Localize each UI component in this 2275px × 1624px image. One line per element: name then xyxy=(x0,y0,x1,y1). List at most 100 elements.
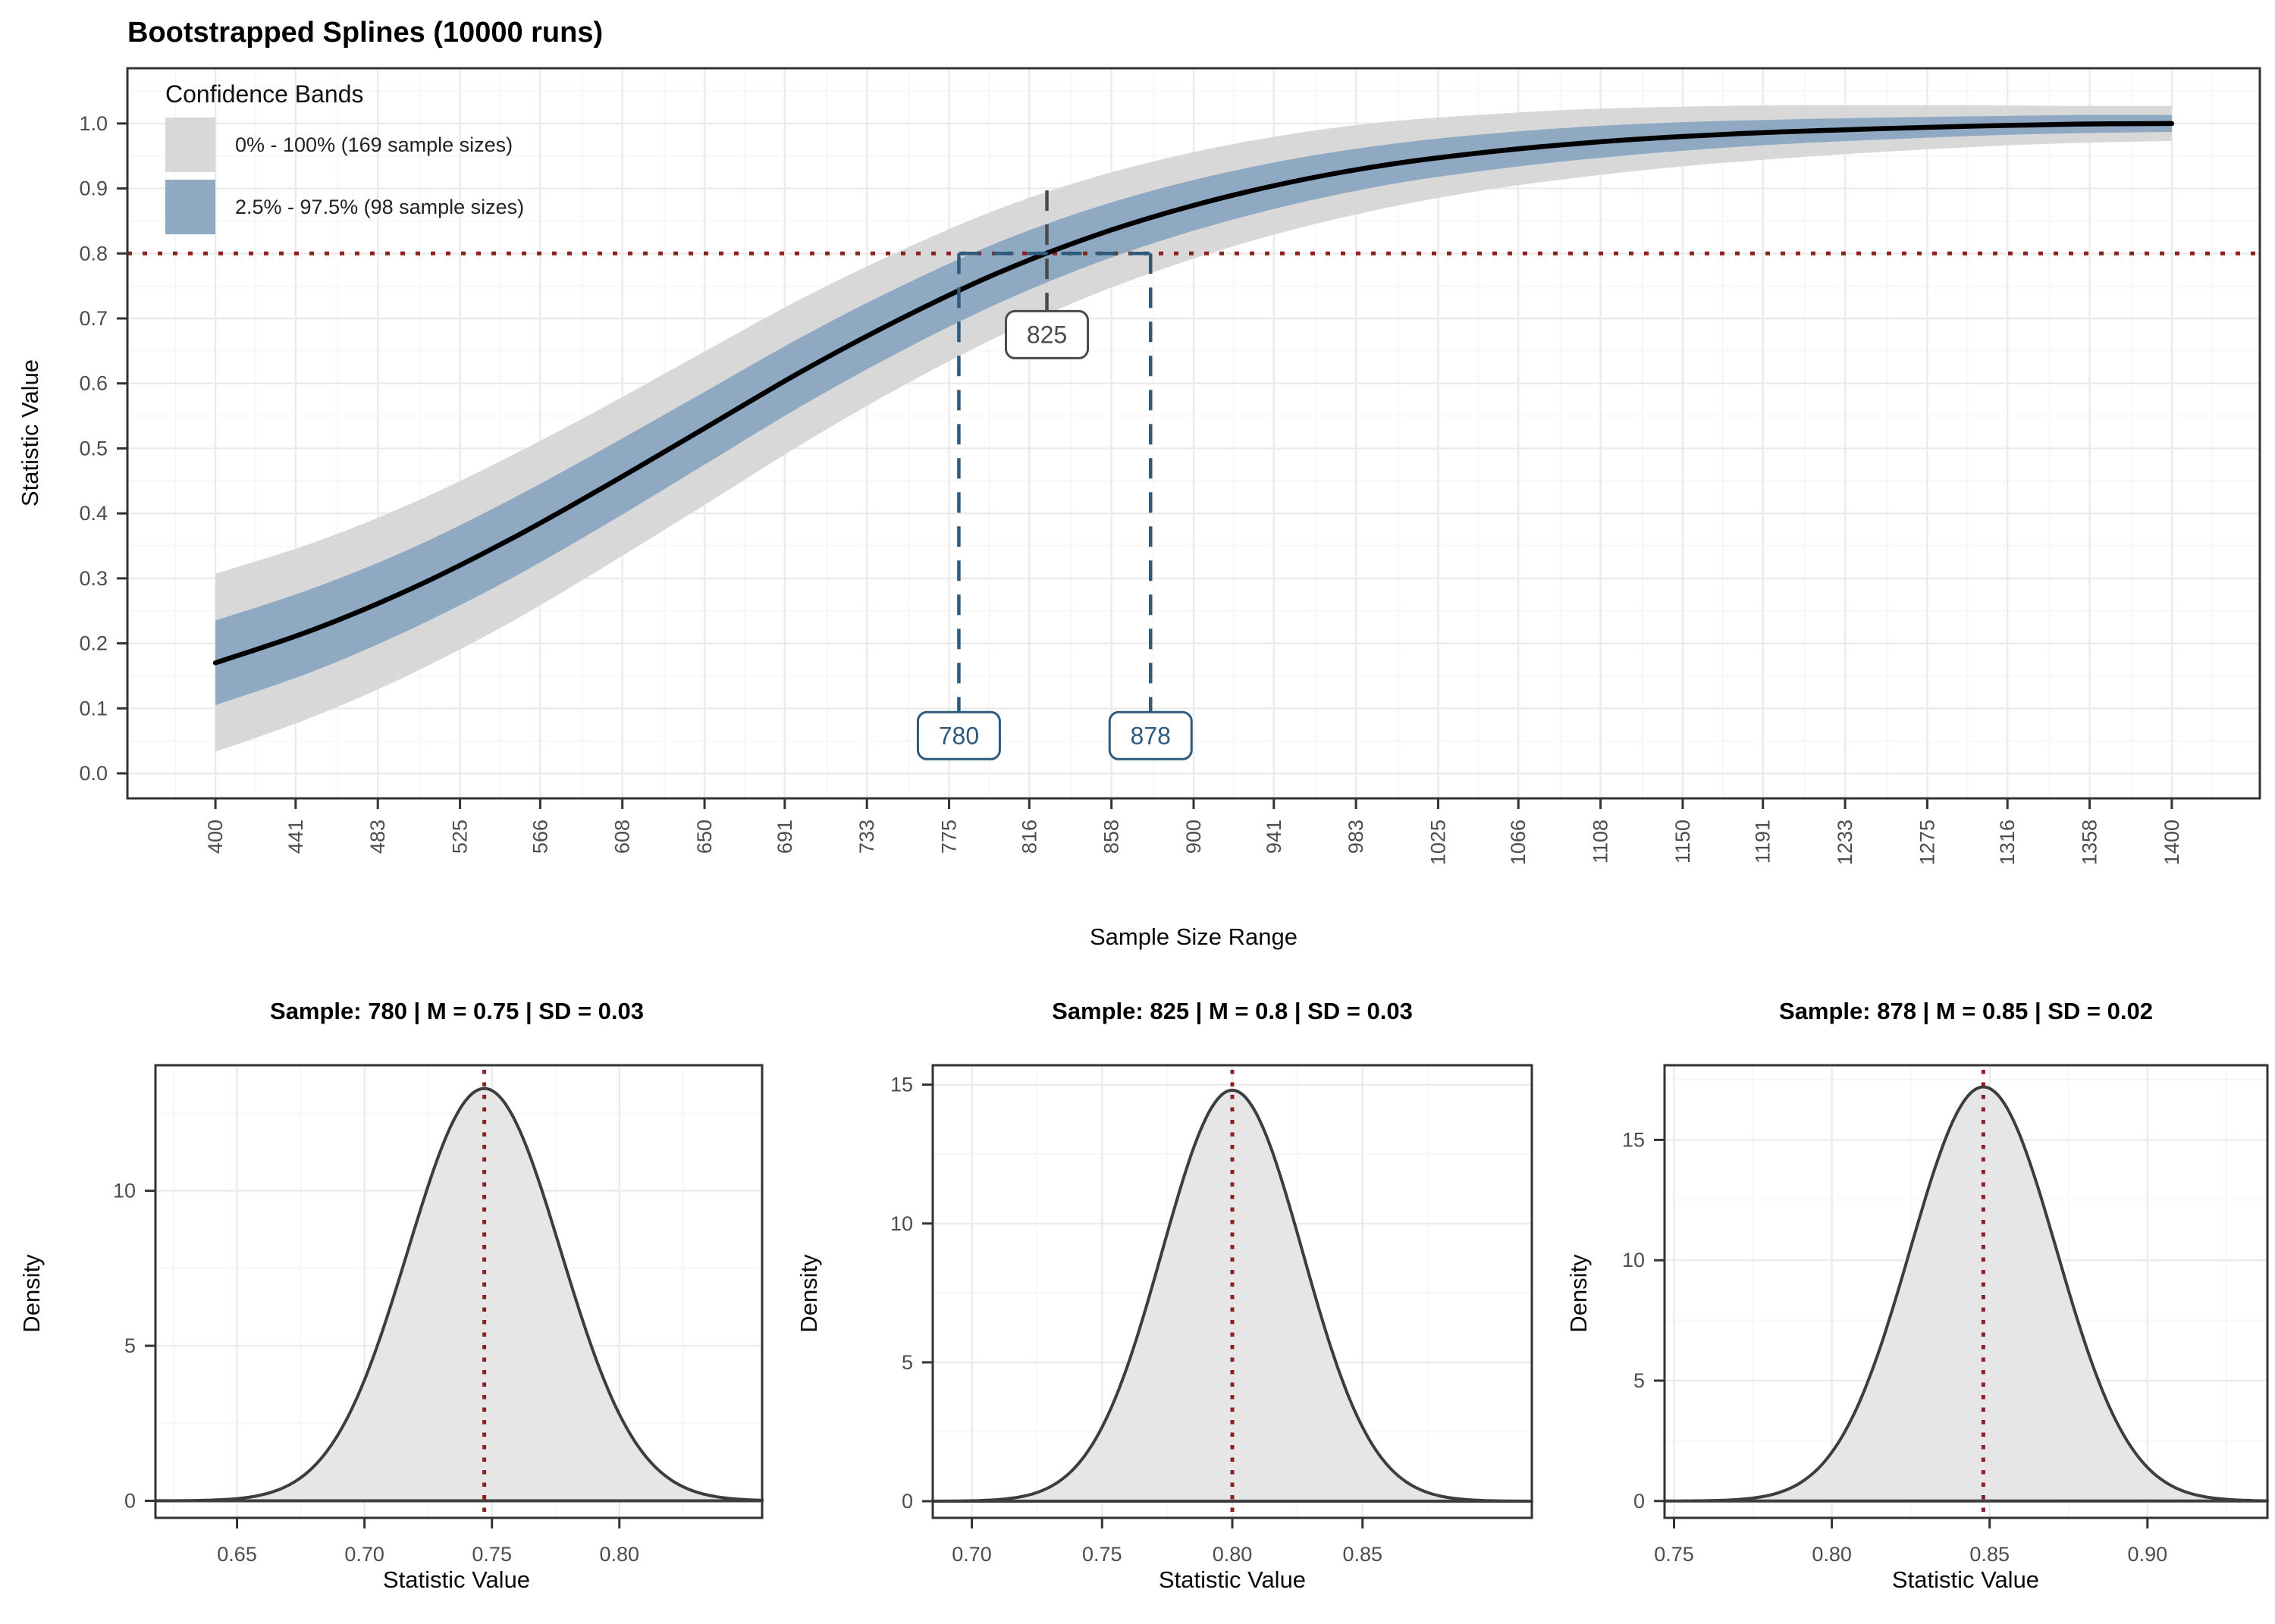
svg-text:525: 525 xyxy=(449,820,472,854)
svg-text:878: 878 xyxy=(1131,722,1171,749)
svg-text:0: 0 xyxy=(1633,1490,1645,1513)
svg-text:15: 15 xyxy=(890,1074,913,1096)
svg-text:0.0: 0.0 xyxy=(79,762,108,785)
svg-text:1108: 1108 xyxy=(1589,820,1612,864)
svg-text:1358: 1358 xyxy=(2079,820,2101,865)
svg-text:441: 441 xyxy=(284,820,307,854)
density-2-axes: 0 5 10 15 0.70 0.75 0.80 0.85 xyxy=(890,1074,1382,1566)
legend-item-ci: 2.5% - 97.5% (98 sample sizes) xyxy=(165,180,524,234)
density-2-x-axis-title: Statistic Value xyxy=(1158,1566,1307,1593)
density-3-axes: 0 5 10 15 0.75 0.80 0.85 0.90 xyxy=(1622,1128,2167,1566)
density-1-y-axis-title: Density xyxy=(18,1254,45,1333)
main-y-axis-title: Statistic Value xyxy=(17,359,43,507)
svg-text:0.7: 0.7 xyxy=(79,307,108,330)
svg-text:0.80: 0.80 xyxy=(1213,1543,1253,1566)
svg-text:10: 10 xyxy=(890,1212,913,1235)
mean-crossing-label: 825 xyxy=(1005,309,1090,359)
mean-spline-curve xyxy=(212,121,2175,666)
svg-text:5: 5 xyxy=(1633,1369,1645,1392)
density-3-curve xyxy=(1663,1085,2269,1503)
svg-text:858: 858 xyxy=(1100,820,1123,854)
svg-text:1400: 1400 xyxy=(2160,820,2183,865)
density-2-title: Sample: 825 | M = 0.8 | SD = 0.03 xyxy=(1052,998,1413,1024)
svg-text:0.65: 0.65 xyxy=(217,1543,257,1566)
svg-text:983: 983 xyxy=(1345,820,1367,854)
density-1-axes: 0 5 10 0.65 0.70 0.75 0.80 xyxy=(113,1180,639,1566)
svg-text:941: 941 xyxy=(1263,820,1285,854)
svg-text:0.75: 0.75 xyxy=(1654,1543,1694,1566)
density-3-x-axis-title: Statistic Value xyxy=(1891,1566,2040,1593)
svg-text:1316: 1316 xyxy=(1996,820,2019,865)
legend-label-range: 0% - 100% (169 sample sizes) xyxy=(235,133,513,156)
svg-text:0: 0 xyxy=(902,1490,913,1513)
svg-text:816: 816 xyxy=(1018,820,1040,854)
legend-label-ci: 2.5% - 97.5% (98 sample sizes) xyxy=(235,195,525,218)
main-x-axis-title: Sample Size Range xyxy=(1090,923,1298,950)
density-3-panel-border xyxy=(1663,1064,2269,1519)
svg-text:15: 15 xyxy=(1622,1128,1645,1151)
svg-text:0.2: 0.2 xyxy=(79,632,108,655)
svg-text:608: 608 xyxy=(611,820,634,854)
svg-text:0.4: 0.4 xyxy=(79,502,108,525)
density-1-title: Sample: 780 | M = 0.75 | SD = 0.03 xyxy=(270,998,644,1024)
density-1-curve xyxy=(154,1086,764,1503)
svg-text:10: 10 xyxy=(1622,1249,1645,1271)
svg-text:775: 775 xyxy=(938,820,961,854)
svg-text:0.80: 0.80 xyxy=(1812,1543,1852,1566)
svg-text:0.70: 0.70 xyxy=(952,1543,992,1566)
svg-text:0.5: 0.5 xyxy=(79,437,108,459)
svg-text:0.80: 0.80 xyxy=(599,1543,639,1566)
svg-text:1233: 1233 xyxy=(1834,820,1856,865)
svg-text:1150: 1150 xyxy=(1671,820,1694,864)
svg-text:0.90: 0.90 xyxy=(2128,1543,2168,1566)
svg-text:825: 825 xyxy=(1027,321,1067,348)
svg-text:5: 5 xyxy=(902,1351,913,1374)
svg-text:400: 400 xyxy=(204,820,227,854)
svg-text:483: 483 xyxy=(366,820,389,854)
svg-text:1191: 1191 xyxy=(1752,820,1774,864)
main-chart-canvas: 825 780 878 0.0 0.1 0.2 0.3 0.4 0.5 0.6 0.7 0.8 0.9 1… xyxy=(79,67,2261,865)
svg-text:1025: 1025 xyxy=(1426,820,1449,865)
svg-text:780: 780 xyxy=(939,722,979,749)
svg-text:0.8: 0.8 xyxy=(79,242,108,265)
density-1-canvas: 0 5 10 0.65 0.70 0.75 0.80 xyxy=(113,1064,764,1566)
ci-crossing-label-878: 878 xyxy=(1108,710,1193,760)
main-chart-title: Bootstrapped Splines (10000 runs) xyxy=(127,17,604,49)
svg-text:0.85: 0.85 xyxy=(1969,1543,2010,1566)
legend-swatch-blue xyxy=(165,180,215,234)
svg-text:0.6: 0.6 xyxy=(79,372,108,395)
svg-text:5: 5 xyxy=(124,1334,136,1357)
band-range-0-100 xyxy=(215,105,2172,752)
density-3-canvas: 0 5 10 15 0.75 0.80 0.85 0.90 xyxy=(1622,1064,2269,1566)
svg-text:650: 650 xyxy=(693,820,716,854)
density-1-panel-border xyxy=(154,1064,764,1519)
svg-text:0.85: 0.85 xyxy=(1342,1543,1382,1566)
svg-text:691: 691 xyxy=(774,820,796,854)
svg-text:1275: 1275 xyxy=(1916,820,1938,865)
svg-text:0: 0 xyxy=(124,1490,136,1513)
svg-text:1066: 1066 xyxy=(1507,820,1530,865)
svg-text:0.3: 0.3 xyxy=(79,567,108,590)
ci-crossing-label-780: 780 xyxy=(916,710,1001,760)
svg-text:0.75: 0.75 xyxy=(1082,1543,1122,1566)
legend-item-range: 0% - 100% (169 sample sizes) xyxy=(165,118,524,172)
svg-text:900: 900 xyxy=(1182,820,1205,854)
density-3-y-axis-title: Density xyxy=(1565,1254,1592,1333)
svg-text:0.75: 0.75 xyxy=(472,1543,512,1566)
svg-text:1.0: 1.0 xyxy=(79,112,108,135)
density-2-y-axis-title: Density xyxy=(795,1254,822,1333)
legend-swatch-gray xyxy=(165,118,215,172)
svg-text:0.70: 0.70 xyxy=(344,1543,384,1566)
svg-text:566: 566 xyxy=(529,820,551,854)
svg-text:10: 10 xyxy=(113,1180,136,1202)
svg-text:733: 733 xyxy=(855,820,878,854)
svg-text:0.1: 0.1 xyxy=(79,697,108,720)
legend: Confidence Bands 0% - 100% (169 sample s… xyxy=(165,80,524,234)
legend-title: Confidence Bands xyxy=(165,80,364,108)
main-axes: 0.0 0.1 0.2 0.3 0.4 0.5 0.6 0.7 0.8 0.9 1.0 400 441 4… xyxy=(79,112,2182,865)
density-3-title: Sample: 878 | M = 0.85 | SD = 0.02 xyxy=(1779,998,2153,1024)
svg-text:0.9: 0.9 xyxy=(79,177,108,200)
density-2-canvas: 0 5 10 15 0.70 0.75 0.80 0.85 xyxy=(890,1064,1533,1566)
density-1-x-axis-title: Statistic Value xyxy=(382,1566,531,1593)
